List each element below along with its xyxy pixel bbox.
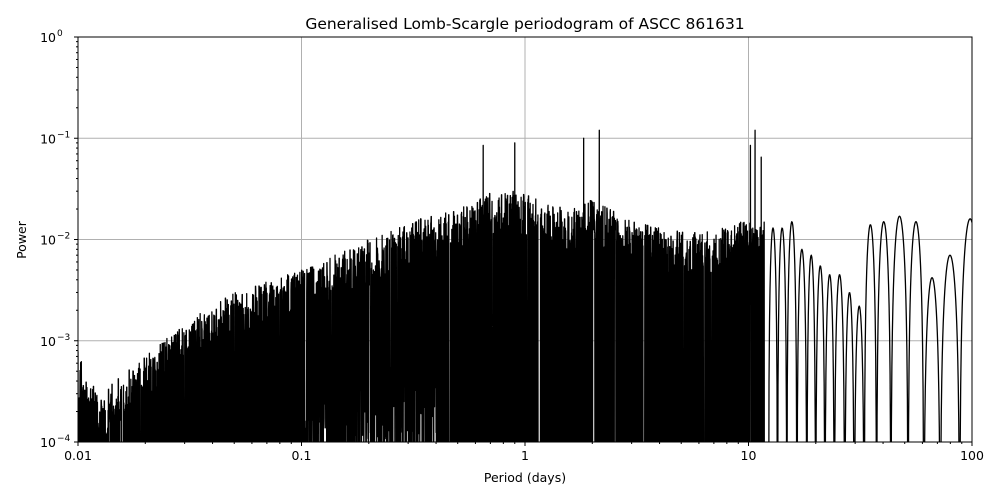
y-axis-label: Power <box>14 220 29 259</box>
y-tick-exponent: −3 <box>57 333 70 343</box>
periodogram-line <box>78 129 972 442</box>
y-tick-exponent: 0 <box>57 29 63 39</box>
y-tick-label: 10 <box>40 233 56 248</box>
y-tick-label: 10 <box>40 30 56 45</box>
x-tick-label: 100 <box>960 448 984 463</box>
chart-title: Generalised Lomb-Scargle periodogram of … <box>305 15 744 33</box>
y-tick-exponent: −4 <box>57 434 71 444</box>
y-tick-label: 10 <box>40 435 56 450</box>
y-tick-exponent: −1 <box>57 130 70 140</box>
y-tick-label: 10 <box>40 131 56 146</box>
x-tick-label: 10 <box>741 448 757 463</box>
x-axis-label: Period (days) <box>484 470 566 485</box>
x-tick-label: 1 <box>521 448 529 463</box>
y-tick-label: 10 <box>40 334 56 349</box>
x-tick-label: 0.01 <box>64 448 92 463</box>
x-axis-ticks: 0.01 0.1 1 10 100 <box>64 442 984 463</box>
x-tick-label: 0.1 <box>292 448 312 463</box>
y-tick-exponent: −2 <box>57 232 70 242</box>
